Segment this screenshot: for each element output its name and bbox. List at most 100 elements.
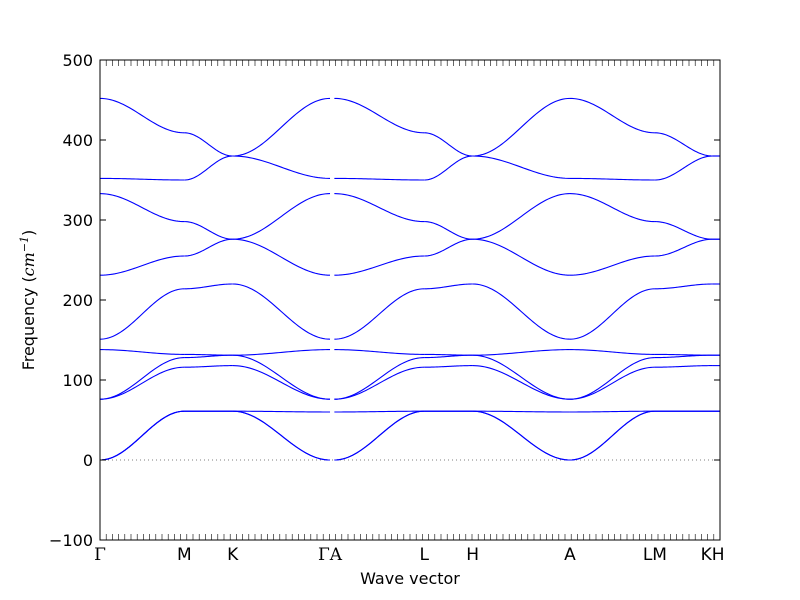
band-line-seg3-band1 — [334, 410, 425, 461]
kpoint-label: ΓA — [318, 545, 343, 565]
band-line-seg4-band7 — [424, 238, 473, 257]
band-line-seg3-band5 — [334, 349, 425, 355]
x-tick-labels: Γ M K ΓA L H A LM KH — [94, 545, 724, 565]
band-line-seg2-band2 — [232, 410, 331, 413]
band-line-seg0-band3 — [99, 366, 185, 400]
band-line-seg6-band10 — [569, 97, 655, 134]
kpoint-label: H — [466, 545, 479, 565]
band-line-seg1-band3 — [184, 365, 233, 368]
phonon-bands — [99, 97, 720, 461]
y-axis-label-paren-open: ( — [19, 276, 38, 287]
band-line-seg3-band6 — [334, 288, 425, 340]
band-line-seg5-band1 — [472, 410, 570, 461]
y-tick-label: 200 — [62, 291, 93, 310]
band-line-seg0-band10 — [99, 97, 185, 134]
band-line-seg5-band8 — [472, 238, 570, 276]
band-line-seg3-band2 — [334, 410, 425, 413]
y-axis-label: Frequency (cm−1) — [18, 230, 38, 371]
band-line-seg6-band6 — [569, 288, 655, 340]
y-axis-label-unit: cm — [19, 252, 38, 276]
band-line-seg7-band5 — [654, 353, 713, 356]
band-line-seg7-band10 — [654, 132, 713, 157]
band-line-seg7-band6 — [654, 283, 713, 290]
band-line-seg5-band6 — [472, 283, 570, 340]
band-line-seg1-band8 — [184, 221, 233, 240]
band-line-seg1-band6 — [184, 283, 233, 290]
band-line-seg3-band10 — [334, 97, 425, 134]
band-line-seg3-band9 — [334, 177, 425, 181]
band-line-seg2-band7 — [232, 193, 331, 240]
band-line-seg4-band9 — [424, 155, 473, 181]
y-tick-labels: −100 0 100 200 300 400 500 — [49, 51, 93, 550]
y-tick-label: 500 — [62, 51, 93, 70]
band-line-seg7-band8 — [654, 221, 713, 240]
band-line-seg7-band7 — [654, 238, 713, 257]
band-line-seg5-band7 — [472, 193, 570, 240]
band-line-seg5-band9 — [472, 97, 570, 157]
band-line-seg0-band5 — [99, 349, 185, 355]
band-line-seg7-band3 — [654, 365, 713, 368]
kpoint-label: LM — [643, 545, 667, 565]
band-line-seg1-band10 — [184, 132, 233, 157]
band-line-seg0-band7 — [99, 255, 185, 276]
band-line-seg4-band6 — [424, 283, 473, 290]
band-line-seg2-band8 — [232, 238, 331, 276]
band-line-seg6-band3 — [569, 366, 655, 400]
band-line-seg0-band6 — [99, 288, 185, 340]
band-line-seg5-band2 — [472, 410, 570, 413]
band-line-seg6-band4 — [569, 357, 655, 400]
kpoint-label: A — [564, 545, 576, 565]
y-axis-label-unit-exponent: −1 — [18, 236, 31, 252]
kpoint-label: K — [227, 545, 239, 565]
band-line-seg0-band2 — [99, 410, 185, 461]
y-tick-label: 300 — [62, 211, 93, 230]
band-line-seg4-band3 — [424, 365, 473, 368]
y-tick-label: 100 — [62, 371, 93, 390]
band-line-seg1-band9 — [184, 155, 233, 181]
band-line-seg0-band8 — [99, 193, 185, 223]
kpoint-label: L — [420, 545, 430, 565]
band-line-seg2-band1 — [232, 410, 331, 461]
y-axis-label-text: Frequency — [19, 288, 38, 371]
band-line-seg0-band9 — [100, 177, 185, 181]
band-line-seg6-band1 — [569, 410, 655, 461]
band-line-seg2-band10 — [232, 155, 331, 179]
x-axis-label: Wave vector — [360, 569, 460, 588]
band-line-seg3-band4 — [334, 357, 425, 400]
axis-ticks — [99, 59, 721, 541]
band-line-seg2-band4 — [232, 354, 331, 400]
band-line-seg0-band4 — [99, 357, 185, 400]
band-line-seg4-band10 — [424, 132, 473, 157]
plot-frame — [99, 59, 721, 541]
kpoint-label: M — [177, 545, 192, 565]
band-line-seg3-band3 — [334, 366, 425, 400]
band-line-seg7-band9 — [654, 155, 713, 181]
band-line-seg6-band2 — [569, 410, 655, 413]
band-line-seg5-band3 — [472, 365, 570, 400]
band-line-seg2-band9 — [232, 97, 331, 157]
band-line-seg3-band7 — [334, 255, 425, 276]
band-line-seg2-band5 — [232, 349, 331, 356]
band-line-seg2-band6 — [232, 283, 331, 340]
band-line-seg6-band9 — [569, 177, 655, 181]
band-line-seg4-band8 — [424, 221, 473, 240]
kpoint-label: KH — [701, 545, 725, 565]
y-tick-label: 0 — [83, 451, 93, 470]
band-line-seg4-band5 — [424, 353, 473, 356]
y-axis-label-paren-close: ) — [19, 230, 38, 236]
band-line-seg5-band10 — [472, 155, 570, 179]
band-line-seg6-band5 — [569, 349, 655, 355]
band-line-seg6-band8 — [569, 193, 655, 223]
band-line-seg1-band5 — [184, 353, 233, 356]
y-tick-label: −100 — [49, 531, 93, 550]
band-line-seg3-band8 — [334, 193, 425, 223]
kpoint-label: Γ — [94, 545, 106, 565]
band-line-seg5-band5 — [472, 349, 570, 356]
y-tick-label: 400 — [62, 131, 93, 150]
band-line-seg2-band3 — [232, 365, 331, 400]
band-line-seg5-band4 — [472, 354, 570, 400]
band-line-seg6-band7 — [569, 255, 655, 276]
band-line-seg1-band7 — [184, 238, 233, 257]
